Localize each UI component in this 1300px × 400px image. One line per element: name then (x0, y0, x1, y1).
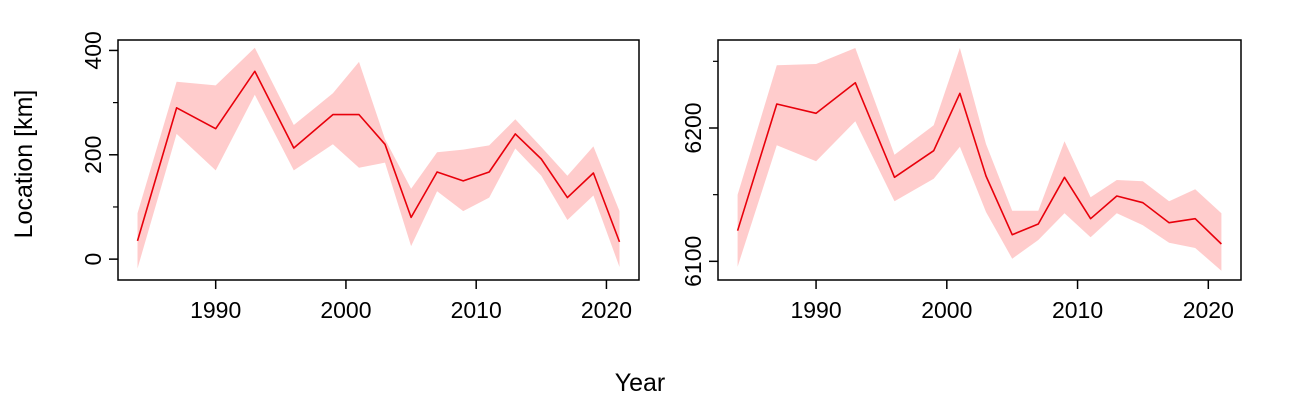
confidence-band (737, 48, 1222, 271)
plot-frame (717, 39, 1242, 281)
x-tick-label: 2000 (921, 297, 972, 323)
x-tick-label: 1990 (790, 297, 841, 323)
x-tick-label: 2000 (320, 297, 371, 323)
y-tick-label: 6100 (680, 236, 706, 287)
chart-panel-right: 1990 2000 2010 2020 6100 6200 (680, 39, 1242, 323)
y-tick-label: 0 (80, 253, 106, 266)
x-tick-label: 2020 (581, 297, 632, 323)
x-tick-label: 1990 (190, 297, 241, 323)
y-tick-label: 400 (80, 31, 106, 69)
series-line (136, 70, 621, 243)
y-axis-title: Location [km] (10, 90, 38, 239)
y-tick-label: 200 (80, 136, 106, 174)
x-tick-label: 2010 (451, 297, 502, 323)
x-tick-label: 2020 (1183, 297, 1234, 323)
confidence-band (137, 47, 620, 269)
series-line (736, 81, 1222, 245)
y-tick-label: 6200 (680, 102, 706, 153)
plot-frame (117, 39, 640, 281)
x-tick-label: 2010 (1052, 297, 1103, 323)
chart-panel-left: 1990 2000 2010 2020 0 200 400 (80, 31, 640, 323)
x-axis-title: Year (615, 369, 666, 397)
